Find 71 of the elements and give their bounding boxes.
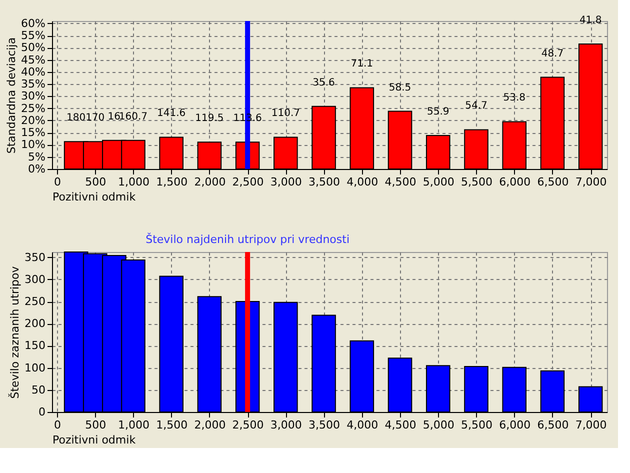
y-tick-label: 60%	[21, 16, 46, 30]
x-tick-label: 6,000	[499, 176, 531, 188]
y-axis-title: Standardna deviacija	[5, 37, 18, 154]
x-tick-label: 5,000	[422, 418, 454, 432]
x-tick-label: 500	[85, 176, 106, 188]
y-tick-label: 300	[24, 272, 46, 286]
x-tick-label: 1,000	[118, 418, 150, 432]
annotation: 141.6	[157, 108, 186, 120]
x-tick-label: 6,500	[537, 418, 569, 432]
x-tick-label: 3,000	[270, 176, 302, 188]
y-tick-label: 25%	[21, 102, 46, 115]
y-tick-label: 0	[38, 406, 46, 418]
x-tick-label: 6,500	[537, 176, 569, 188]
x-tick-label: 0	[54, 176, 61, 188]
annotation: 41.8	[579, 15, 602, 26]
y-tick-label: 5%	[28, 150, 46, 164]
annotation: 170	[86, 112, 105, 124]
y-tick-label: 50	[32, 383, 46, 396]
x-tick-label: 4,500	[384, 418, 416, 432]
annotation: 180	[66, 112, 86, 124]
y-tick-label: 0%	[28, 162, 46, 176]
x-axis-title: Pozitivni odmik	[52, 190, 136, 204]
y-tick-label: 45%	[21, 53, 46, 66]
x-tick-label: 5,500	[460, 418, 492, 432]
annotation: 119.5	[195, 113, 224, 124]
y-tick-label: 15%	[21, 126, 46, 140]
x-tick-label: 4,000	[346, 418, 378, 432]
x-tick-label: 7,000	[575, 176, 607, 188]
annotation: 160.7	[118, 111, 148, 122]
y-tick-label: 200	[24, 317, 46, 330]
x-tick-label: 3,000	[270, 418, 302, 432]
x-tick-label: 3,500	[308, 418, 340, 432]
x-tick-label: 1,500	[156, 176, 188, 188]
annotation: 48.7	[541, 48, 564, 60]
annotation: 71.1	[350, 58, 374, 70]
x-axis-title: Pozitivni odmik	[52, 434, 136, 446]
x-tick-label: 1,000	[118, 176, 150, 188]
x-tick-label: 2,500	[232, 418, 264, 432]
annotation: 55.9	[426, 106, 450, 118]
y-tick-label: 250	[24, 295, 46, 308]
x-tick-label: 5,500	[460, 176, 492, 188]
y-tick-label: 40%	[21, 65, 46, 78]
x-tick-label: 2,500	[232, 176, 264, 188]
x-tick-label: 3,500	[308, 176, 340, 188]
annotation: 53.8	[503, 92, 526, 104]
annotation: 35.6	[312, 77, 335, 88]
annotation: 58.5	[388, 82, 412, 94]
y-tick-label: 350	[24, 250, 46, 264]
y-tick-label: 20%	[21, 114, 46, 127]
x-tick-label: 500	[85, 418, 106, 432]
x-tick-label: 4,500	[384, 176, 416, 188]
y-tick-label: 55%	[21, 29, 46, 42]
annotation: 16	[108, 111, 121, 122]
y-tick-label: 100	[24, 361, 46, 374]
y-axis-title: Število zaznanih utripov	[8, 266, 22, 399]
x-tick-label: 7,000	[575, 418, 607, 432]
x-tick-label: 4,000	[346, 176, 378, 188]
y-tick-label: 150	[24, 339, 46, 352]
x-tick-label: 0	[54, 418, 61, 432]
annotation: 54.7	[465, 100, 488, 112]
y-tick-label: 50%	[21, 41, 46, 54]
x-tick-label: 1,500	[156, 418, 188, 432]
y-tick-label: 30%	[21, 90, 46, 103]
ref-line-label: Število najdenih utripov pri vrednosti	[146, 232, 350, 246]
x-tick-label: 2,000	[194, 176, 226, 188]
annotation: 110.7	[271, 108, 300, 120]
y-tick-label: 35%	[21, 78, 46, 91]
x-tick-label: 2,000	[194, 418, 226, 432]
x-tick-label: 5,000	[422, 176, 454, 188]
x-tick-label: 6,000	[499, 418, 531, 432]
y-tick-label: 10%	[21, 138, 46, 152]
